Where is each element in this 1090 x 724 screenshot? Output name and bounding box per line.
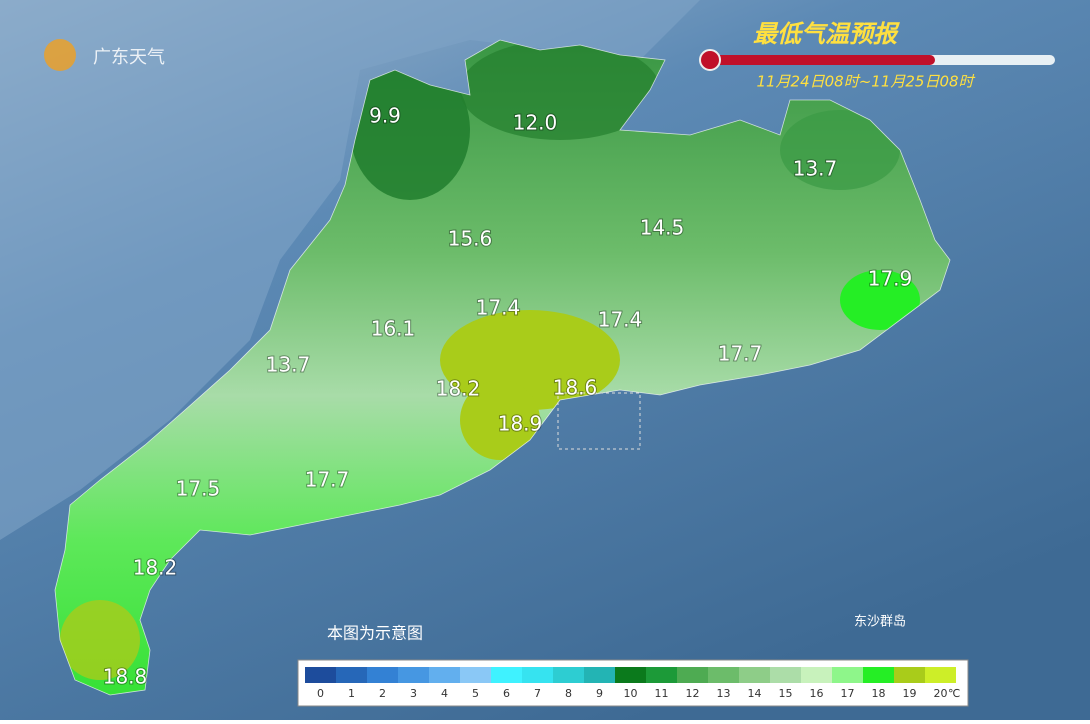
legend-tick: 13 [717,687,731,700]
legend-swatch [739,667,770,683]
thermo-bulb [699,49,721,71]
legend-tick: 15 [779,687,793,700]
legend-tick: 1 [348,687,355,700]
legend-swatch [336,667,367,683]
temp-label: 17.7 [718,342,763,366]
logo-icon [44,39,76,71]
legend-tick: 16 [810,687,824,700]
legend-tick: 2 [379,687,386,700]
temp-label: 17.4 [476,296,521,320]
temp-label: 18.2 [133,556,178,580]
legend-tick: 0 [317,687,324,700]
legend-swatch [305,667,336,683]
legend-swatch [615,667,646,683]
legend-tick: 3 [410,687,417,700]
temp-label: 18.8 [103,665,148,689]
temp-label: 17.9 [868,267,913,291]
island-label: 东沙群岛 [854,614,906,630]
hk-box [557,392,641,450]
temp-label: 12.0 [513,111,558,135]
legend-tick: 4 [441,687,448,700]
time-range: 11月24日08时~11月25日08时 [756,73,975,91]
legend-tick: 9 [596,687,603,700]
temp-label: 16.1 [371,317,416,341]
temp-label: 17.5 [176,477,221,501]
legend-swatch [491,667,522,683]
legend-swatch [429,667,460,683]
legend-tick: 19 [903,687,917,700]
title: 最低气温预报 [753,20,900,48]
legend-tick: 12 [686,687,700,700]
temp-label: 13.7 [793,157,838,181]
legend-swatch [801,667,832,683]
legend-tick: 8 [565,687,572,700]
legend-swatch [677,667,708,683]
legend-tick: 6 [503,687,510,700]
temp-label: 18.9 [498,412,543,436]
legend-tick: 14 [748,687,762,700]
legend-swatch [460,667,491,683]
legend-swatch [863,667,894,683]
legend-tick: 7 [534,687,541,700]
temp-label: 14.5 [640,216,685,240]
legend-swatch [522,667,553,683]
legend-tick: 5 [472,687,479,700]
mainland [0,0,700,540]
temp-label: 15.6 [448,227,493,251]
legend-tick: 20 [934,687,948,700]
temp-label: 17.4 [598,308,643,332]
temp-label: 13.7 [266,353,311,377]
note: 本图为示意图 [327,624,423,643]
legend-swatch [708,667,739,683]
logo: 广东天气 [93,47,165,68]
legend-swatch [925,667,956,683]
legend-swatch [367,667,398,683]
legend-swatch [894,667,925,683]
legend-tick: 11 [655,687,669,700]
legend-tick: 18 [872,687,886,700]
temp-label: 18.6 [553,376,598,400]
temp-label: 9.9 [369,104,401,128]
legend-unit: ℃ [948,687,960,700]
thermo-fill [710,55,935,65]
legend-swatch [398,667,429,683]
legend-swatch [832,667,863,683]
legend-tick: 17 [841,687,855,700]
temp-label: 18.2 [436,377,481,401]
legend-tick: 10 [624,687,638,700]
legend-swatch [646,667,677,683]
legend-swatch [770,667,801,683]
legend-swatch [584,667,615,683]
temp-label: 17.7 [305,468,350,492]
legend-swatch [553,667,584,683]
